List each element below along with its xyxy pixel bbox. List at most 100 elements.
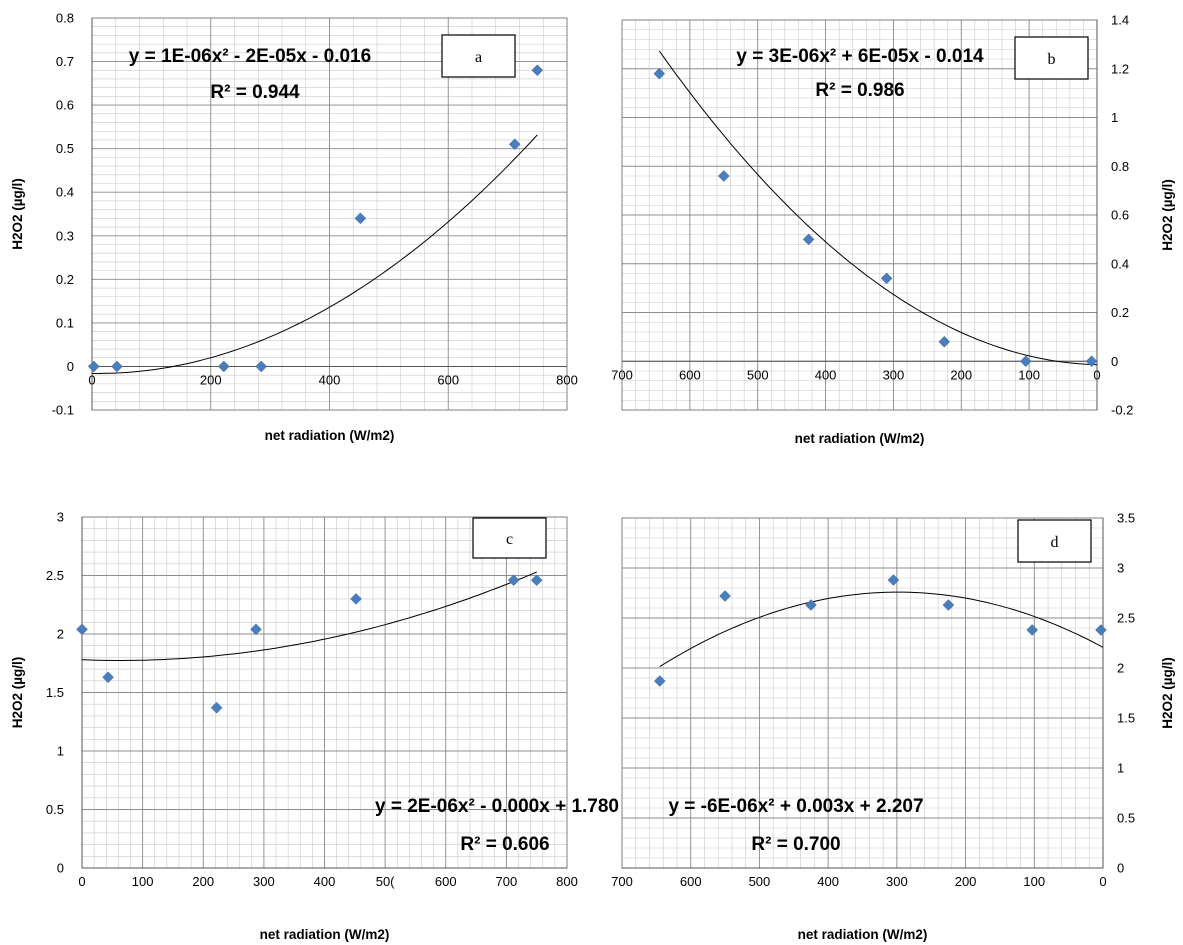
- data-point: [653, 675, 666, 687]
- y-tick-label: -0.2: [1111, 403, 1133, 418]
- trend-equation: y = -6E-06x² + 0.003x + 2.207: [668, 796, 923, 817]
- data-points: [653, 574, 1107, 687]
- x-tick-label: 700: [611, 874, 633, 889]
- data-point: [87, 360, 100, 373]
- y-tick-label: 0.7: [56, 54, 74, 69]
- y-tick-label: 1.2: [1111, 61, 1129, 76]
- panel-label: c: [506, 531, 513, 548]
- x-tick-label: 0: [1099, 874, 1106, 889]
- x-tick-label: 500: [747, 367, 769, 382]
- panel-label: a: [475, 49, 482, 66]
- x-tick-label: 600: [680, 874, 702, 889]
- r-squared-label: R² = 0.700: [751, 834, 840, 855]
- data-point: [111, 360, 123, 373]
- x-tick-label: 600: [435, 874, 457, 889]
- data-points: [87, 64, 544, 373]
- data-point: [719, 590, 731, 602]
- y-tick-label: 0.6: [1111, 208, 1129, 223]
- x-tick-label: 400: [817, 874, 839, 889]
- x-tick-label: 700: [496, 874, 518, 889]
- x-tick-label: 100: [1023, 874, 1045, 889]
- panel-label: b: [1048, 51, 1056, 68]
- y-tick-label: 0.3: [56, 228, 74, 243]
- y-tick-label: 0.8: [1111, 159, 1129, 174]
- x-axis-title: net radiation (W/m2): [798, 927, 928, 942]
- data-point: [1026, 624, 1039, 636]
- data-point: [805, 599, 817, 611]
- trendline: [81, 571, 537, 661]
- r-squared-label: R² = 0.606: [460, 834, 549, 855]
- data-point: [880, 272, 893, 285]
- y-tick-label: 1.5: [46, 685, 64, 700]
- y-axis-title: H2O2 (µg/l): [10, 178, 25, 250]
- x-tick-label: 0: [1093, 367, 1100, 382]
- data-point: [508, 138, 521, 151]
- trend-equation: y = 2E-06x² - 0.000x + 1.780: [375, 796, 619, 817]
- y-tick-label: 1: [57, 744, 64, 759]
- x-tick-label: 100: [1018, 367, 1040, 382]
- data-point: [802, 233, 815, 246]
- panel-label-box: [472, 517, 547, 559]
- y-tick-label: 0.5: [46, 802, 64, 817]
- x-tick-label: 200: [192, 874, 214, 889]
- data-point: [1095, 624, 1107, 636]
- data-point: [938, 335, 951, 348]
- chart-panel-a: -0.1 0 0.1 0.2 0.3 0.4 0.5 0.6 0.7 0.8 0 200 400 600 8…: [10, 11, 578, 444]
- y-tick-label: 2: [57, 627, 64, 642]
- data-points: [76, 574, 543, 714]
- x-tick-label: 400: [319, 372, 341, 387]
- y-tick-label: 3.5: [1117, 511, 1135, 526]
- y-tick-labels: 0 0.5 1 1.5 2 2.5 3: [46, 510, 64, 876]
- y-tick-label: 0.8: [56, 11, 74, 26]
- panel-label-box: [1017, 519, 1092, 563]
- x-tick-label: 200: [200, 372, 222, 387]
- data-point: [653, 67, 666, 80]
- y-tick-label: 1: [1111, 110, 1118, 125]
- y-tick-label: -0.1: [52, 403, 74, 418]
- x-tick-label: 100: [132, 874, 154, 889]
- trend-equation: y = 1E-06x² - 2E-05x - 0.016: [129, 46, 371, 67]
- y-tick-label: 0.2: [1111, 305, 1129, 320]
- data-point: [942, 599, 955, 611]
- data-point: [507, 574, 520, 587]
- data-point: [354, 212, 367, 225]
- y-tick-label: 3: [57, 510, 64, 525]
- gridlines: [91, 17, 568, 411]
- x-axis-title: net radiation (W/m2): [795, 431, 925, 446]
- trendline: [91, 134, 538, 375]
- x-tick-label: 800: [556, 372, 578, 387]
- data-point: [250, 623, 262, 636]
- data-point: [1019, 355, 1032, 368]
- x-tick-label: 600: [679, 367, 701, 382]
- y-axis-title: H2O2 (µg/l): [1160, 179, 1175, 251]
- y-tick-label: 1: [1117, 761, 1124, 776]
- data-point: [217, 360, 230, 373]
- chart-panel-d: 0 0.5 1 1.5 2 2.5 3 3.5 700 600 500 400 300 200 100 0 ne…: [611, 511, 1175, 943]
- data-point: [102, 671, 114, 684]
- x-tick-label: 400: [314, 874, 336, 889]
- x-tick-label: 800: [556, 874, 578, 889]
- r-squared-label: R² = 0.986: [815, 80, 904, 101]
- data-point: [76, 623, 88, 636]
- trend-equation: y = 3E-06x² + 6E-05x - 0.014: [736, 46, 984, 67]
- x-tick-label: 0: [78, 874, 85, 889]
- x-tick-labels: 0 100 200 300 400 50(600 700 800: [78, 874, 577, 889]
- y-tick-label: 0: [57, 861, 64, 876]
- y-tick-label: 2.5: [1117, 611, 1135, 626]
- y-tick-label: 3: [1117, 561, 1124, 576]
- x-tick-label: 0: [88, 372, 95, 387]
- y-axis-title: H2O2 (µg/l): [1160, 657, 1175, 729]
- data-point: [717, 170, 730, 182]
- x-tick-label: 500: [749, 874, 771, 889]
- x-tick-label: 600: [437, 372, 459, 387]
- y-tick-label: 2.5: [46, 568, 64, 583]
- x-tick-labels: 0 200 400 600 800: [88, 372, 577, 387]
- y-tick-labels: -0.2 0 0.2 0.4 0.6 0.8 1 1.2 1.4: [1111, 13, 1133, 418]
- x-axis-title: net radiation (W/m2): [260, 927, 390, 942]
- y-tick-label: 0: [1117, 861, 1124, 876]
- x-tick-label: 200: [955, 874, 977, 889]
- x-tick-label: 300: [253, 874, 275, 889]
- y-tick-labels: -0.1 0 0.1 0.2 0.3 0.4 0.5 0.6 0.7 0.8: [52, 11, 74, 418]
- data-point: [887, 574, 900, 586]
